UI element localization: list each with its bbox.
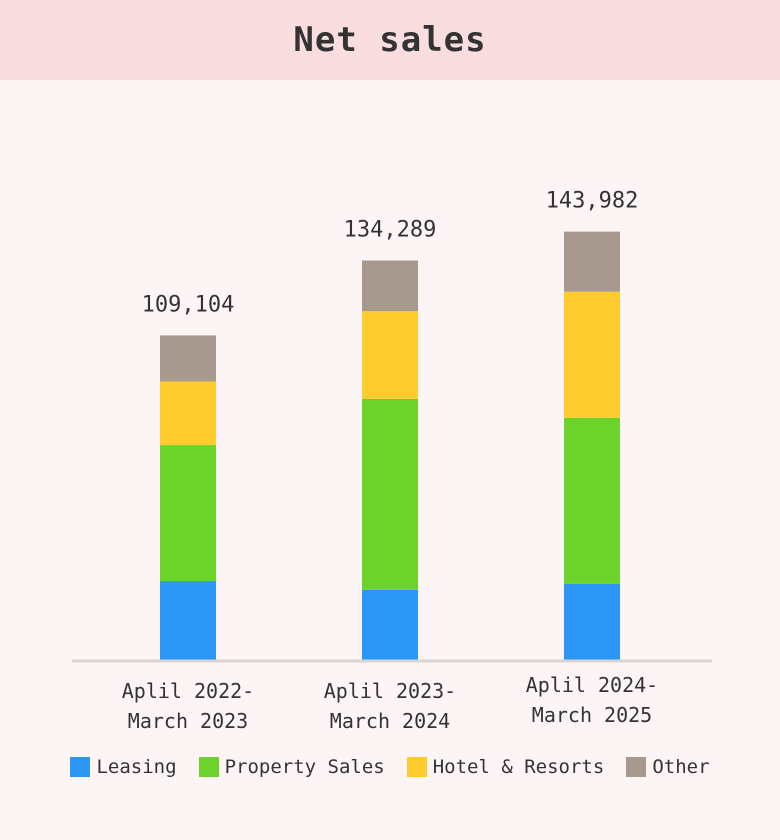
x-tick-label: Aplil 2022- March 2023 (121, 679, 255, 733)
bar-segment (160, 581, 216, 660)
bar-segment (160, 381, 216, 446)
x-tick-label: Aplil 2023- March 2024 (323, 679, 457, 733)
total-label: 134,289 (344, 217, 437, 242)
legend-swatch (626, 757, 647, 777)
chart-title: Net sales (0, 0, 780, 80)
total-label: 109,104 (142, 292, 235, 317)
bar-segment (160, 445, 216, 582)
legend-swatch (70, 757, 91, 777)
bar-segment (564, 291, 620, 418)
legend-item: Hotel & Resorts (406, 756, 605, 778)
legend-swatch (406, 757, 427, 777)
bar-segment (362, 589, 418, 660)
legend-label: Other (652, 756, 710, 778)
bar-segment (564, 417, 620, 584)
bar-segment (362, 398, 418, 590)
legend-label: Leasing (96, 756, 177, 778)
legend-item: Other (626, 756, 710, 778)
bar-segment (160, 335, 216, 382)
bar-segment (564, 231, 620, 292)
total-label: 143,982 (546, 189, 639, 214)
legend-item: Property Sales (198, 756, 385, 778)
legend-label: Hotel & Resorts (432, 756, 605, 778)
x-tick-label: Aplil 2024- March 2025 (525, 673, 659, 727)
bar-segment (362, 311, 418, 399)
legend-swatch (198, 757, 219, 777)
bar-segment (362, 260, 418, 312)
legend-label: Property Sales (224, 756, 385, 778)
bar-segment (564, 583, 620, 660)
legend: Leasing Property Sales Hotel & Resorts Othe… (0, 756, 780, 778)
legend-item: Leasing (70, 756, 177, 778)
